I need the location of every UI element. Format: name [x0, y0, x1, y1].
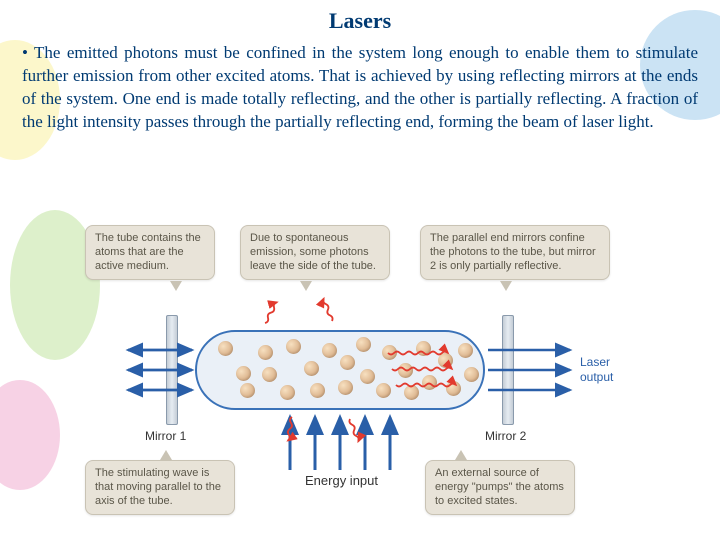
laser-label-2: output: [580, 370, 613, 384]
callout-stimulating-wave: The stimulating wave is that moving para…: [85, 460, 235, 515]
bullet: •: [22, 43, 34, 62]
laser-diagram: The tube contains the atoms that are the…: [60, 235, 660, 525]
page-title: Lasers: [0, 0, 720, 34]
pointer-icon: [455, 450, 467, 460]
mirror1-label: Mirror 1: [145, 429, 186, 443]
main-paragraph: • The emitted photons must be confined i…: [0, 34, 720, 134]
paragraph-text: The emitted photons must be confined in …: [22, 43, 698, 131]
bg-blob: [0, 380, 60, 490]
energy-label: Energy input: [305, 473, 378, 488]
laser-label-1: Laser: [580, 355, 610, 369]
pointer-icon: [160, 450, 172, 460]
callout-energy-pump: An external source of energy "pumps" the…: [425, 460, 575, 515]
mirror2-label: Mirror 2: [485, 429, 526, 443]
